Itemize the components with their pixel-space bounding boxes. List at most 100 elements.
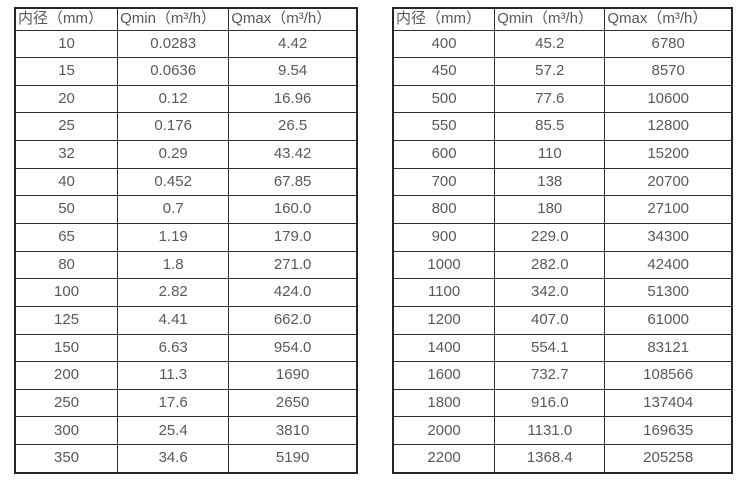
diameter-cell: 450	[392, 57, 496, 86]
table-row: 1600 732.7 108566	[392, 361, 733, 390]
table-row: 400 45.2 6780	[392, 29, 733, 59]
table-row: 1200 407.0 61000	[392, 305, 733, 335]
qmax-cell: 2650	[228, 388, 358, 418]
qmin-cell: 282.0	[494, 250, 606, 280]
qmax-cell: 205258	[604, 444, 733, 474]
table-row: 65 1.19 179.0	[14, 222, 358, 252]
diameter-cell: 15	[14, 57, 119, 86]
diameter-cell: 1100	[392, 278, 496, 307]
qmin-cell: 17.6	[117, 388, 230, 418]
qmin-cell: 0.0283	[117, 29, 230, 59]
diameter-cell: 125	[14, 305, 119, 335]
qmin-cell: 0.29	[117, 140, 230, 169]
qmax-cell: 5190	[228, 444, 358, 474]
table-row: 350 34.6 5190	[14, 444, 358, 474]
table-row: 80 1.8 271.0	[14, 250, 358, 280]
diameter-cell: 500	[392, 84, 496, 114]
qmax-cell: 43.42	[228, 140, 358, 169]
qmin-cell: 0.0636	[117, 57, 230, 86]
qmax-cell: 67.85	[228, 167, 358, 197]
qmin-cell: 34.6	[117, 444, 230, 474]
flow-spec-table-left-container: 内径（mm） Qmin（m³/h） Qmax（m³/h） 10 0.0283 4.42 1…	[14, 7, 358, 474]
qmax-cell: 662.0	[228, 305, 358, 335]
qmax-cell: 20700	[604, 167, 733, 197]
qmax-cell: 1690	[228, 361, 358, 390]
table-row: 1100 342.0 51300	[392, 278, 733, 307]
diameter-cell: 100	[14, 278, 119, 307]
qmin-cell: 138	[494, 167, 606, 197]
diameter-cell: 20	[14, 84, 119, 114]
diameter-cell: 1200	[392, 305, 496, 335]
diameter-cell: 600	[392, 140, 496, 169]
qmax-cell: 26.5	[228, 112, 358, 142]
diameter-cell: 80	[14, 250, 119, 280]
qmax-cell: 137404	[604, 388, 733, 418]
qmax-cell: 83121	[604, 333, 733, 363]
table-row: 250 17.6 2650	[14, 388, 358, 418]
column-header: Qmin（m³/h）	[117, 7, 230, 31]
qmax-cell: 271.0	[228, 250, 358, 280]
qmin-cell: 1.19	[117, 222, 230, 252]
diameter-cell: 1800	[392, 388, 496, 418]
diameter-cell: 50	[14, 195, 119, 224]
qmax-cell: 8570	[604, 57, 733, 86]
diameter-cell: 150	[14, 333, 119, 363]
qmin-cell: 4.41	[117, 305, 230, 335]
qmin-cell: 0.12	[117, 84, 230, 114]
flow-spec-table-right: 内径（mm） Qmin（m³/h） Qmax（m³/h） 400 45.2 6780 45…	[392, 7, 733, 474]
table-row: 550 85.5 12800	[392, 112, 733, 142]
diameter-cell: 400	[392, 29, 496, 59]
diameter-cell: 250	[14, 388, 119, 418]
table-row: 600 110 15200	[392, 140, 733, 169]
table-row: 50 0.7 160.0	[14, 195, 358, 224]
qmax-cell: 61000	[604, 305, 733, 335]
qmax-cell: 954.0	[228, 333, 358, 363]
qmin-cell: 407.0	[494, 305, 606, 335]
diameter-cell: 900	[392, 222, 496, 252]
diameter-cell: 10	[14, 29, 119, 59]
qmin-cell: 11.3	[117, 361, 230, 390]
qmin-cell: 77.6	[494, 84, 606, 114]
table-row: 100 2.82 424.0	[14, 278, 358, 307]
column-header: 内径（mm）	[14, 7, 119, 31]
qmin-cell: 1131.0	[494, 416, 606, 446]
column-header: Qmax（m³/h）	[228, 7, 358, 31]
qmin-cell: 45.2	[494, 29, 606, 59]
qmax-cell: 424.0	[228, 278, 358, 307]
qmin-cell: 85.5	[494, 112, 606, 142]
qmin-cell: 0.176	[117, 112, 230, 142]
table-row: 900 229.0 34300	[392, 222, 733, 252]
table-row: 700 138 20700	[392, 167, 733, 197]
table-row: 450 57.2 8570	[392, 57, 733, 86]
qmin-cell: 6.63	[117, 333, 230, 363]
diameter-cell: 65	[14, 222, 119, 252]
qmax-cell: 9.54	[228, 57, 358, 86]
qmin-cell: 342.0	[494, 278, 606, 307]
table-row: 800 180 27100	[392, 195, 733, 224]
column-header: 内径（mm）	[392, 7, 496, 31]
qmin-cell: 180	[494, 195, 606, 224]
diameter-cell: 350	[14, 444, 119, 474]
table-row: 300 25.4 3810	[14, 416, 358, 446]
table-row: 200 11.3 1690	[14, 361, 358, 390]
table-row: 25 0.176 26.5	[14, 112, 358, 142]
diameter-cell: 200	[14, 361, 119, 390]
qmax-cell: 16.96	[228, 84, 358, 114]
diameter-cell: 1000	[392, 250, 496, 280]
table-row: 1000 282.0 42400	[392, 250, 733, 280]
qmax-cell: 4.42	[228, 29, 358, 59]
qmax-cell: 169635	[604, 416, 733, 446]
diameter-cell: 40	[14, 167, 119, 197]
diameter-cell: 2200	[392, 444, 496, 474]
qmax-cell: 12800	[604, 112, 733, 142]
table-row: 10 0.0283 4.42	[14, 29, 358, 59]
qmax-cell: 15200	[604, 140, 733, 169]
header-row: 内径（mm） Qmin（m³/h） Qmax（m³/h）	[392, 7, 733, 31]
table-row: 1800 916.0 137404	[392, 388, 733, 418]
qmax-cell: 27100	[604, 195, 733, 224]
qmax-cell: 42400	[604, 250, 733, 280]
qmin-cell: 57.2	[494, 57, 606, 86]
diameter-cell: 1600	[392, 361, 496, 390]
qmax-cell: 10600	[604, 84, 733, 114]
table-row: 150 6.63 954.0	[14, 333, 358, 363]
